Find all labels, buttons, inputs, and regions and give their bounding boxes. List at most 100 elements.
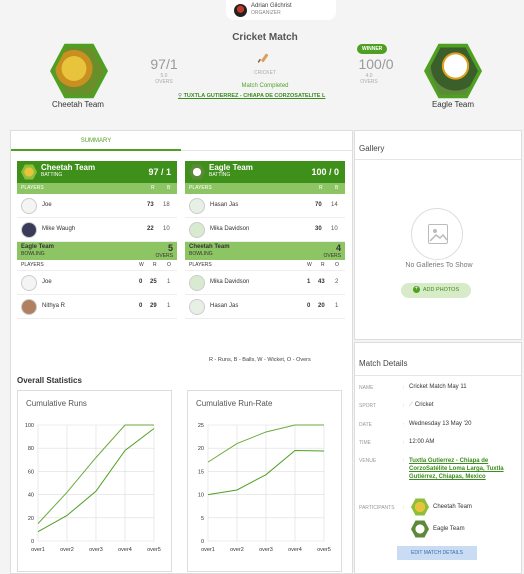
bowling-header: Eagle Team BOWLING 5 OVERS	[17, 242, 177, 260]
table-row[interactable]: Joe 0 25 1	[17, 271, 177, 295]
runs-value: 30	[315, 226, 322, 232]
tab-summary[interactable]: SUMMARY	[11, 131, 181, 151]
time-value: 12:00 AM	[409, 439, 435, 445]
players-label: PLAYERS	[21, 185, 44, 191]
wickets-value: 1	[307, 279, 311, 285]
x-tick-label: over3	[259, 547, 273, 553]
cricket-bat-icon: ⟋	[409, 402, 415, 408]
organizer-badge: Adrian Gilchrist ORGANIZER	[226, 0, 336, 20]
avatar	[21, 222, 37, 238]
bowling-status: BOWLING	[21, 251, 45, 257]
match-header: Cheetah Team 97/1 5.0 OVERS Cricket Matc…	[0, 20, 524, 125]
chart-title: Cumulative Run-Rate	[196, 399, 273, 408]
eagle-team-logo[interactable]	[424, 43, 482, 99]
add-photos-label: ADD PHOTOS	[422, 287, 460, 293]
y-tick-label: 0	[201, 539, 204, 545]
venue-link[interactable]: ⚲ TUXTLA GUTIERREZ - CHIAPA DE CORZOSATÉ…	[178, 93, 350, 99]
team-a-overs-label: OVERS	[155, 79, 173, 85]
batting-status: BATTING	[209, 172, 231, 178]
table-row[interactable]: Hasan Jas 70 14	[185, 194, 345, 218]
y-tick-label: 20	[198, 446, 204, 452]
wickets-value: 0	[307, 303, 311, 309]
y-tick-label: 20	[28, 516, 34, 522]
y-tick-label: 25	[198, 423, 204, 429]
bowling-overs-label: OVERS	[323, 253, 341, 259]
overs-value: 2	[335, 279, 339, 285]
batting-col-header: PLAYERS R B	[185, 183, 345, 194]
runs-value: 29	[150, 303, 157, 309]
runs-value: 20	[318, 303, 325, 309]
team-a-score: 97/1	[150, 56, 178, 72]
player-name: Hasan Jas	[210, 202, 239, 208]
col-o: O	[167, 262, 171, 268]
col-o: O	[335, 262, 339, 268]
participant-name[interactable]: Eagle Team	[433, 526, 465, 532]
player-name: Mike Waugh	[42, 226, 76, 232]
bowling-score: 4	[335, 243, 341, 253]
x-tick-label: over4	[288, 547, 302, 553]
batting-status: BATTING	[41, 172, 63, 178]
colon: :	[403, 458, 405, 464]
player-name: Mika Davidson	[210, 279, 250, 285]
team-a-name[interactable]: Cheetah Team	[52, 100, 104, 109]
y-tick-label: 10	[198, 493, 204, 499]
player-name: Mika Davidson	[210, 226, 250, 232]
avatar	[189, 222, 205, 238]
avatar	[21, 299, 37, 315]
series-line-1	[207, 450, 325, 496]
y-tick-label: 0	[31, 539, 34, 545]
table-row[interactable]: Nithya R 0 29 1	[17, 295, 177, 319]
col-w: W	[139, 262, 144, 268]
runs-value: 43	[318, 279, 325, 285]
plus-icon: +	[412, 286, 420, 294]
col-b: B	[167, 185, 171, 191]
batting-team-name: Eagle Team	[209, 163, 253, 172]
table-row[interactable]: Mika Davidson 30 10	[185, 218, 345, 242]
x-tick-label: over4	[118, 547, 132, 553]
wickets-value: 0	[139, 279, 143, 285]
match-status: Match Completed	[241, 83, 289, 89]
col-b: B	[335, 185, 339, 191]
players-label: PLAYERS	[189, 262, 212, 268]
venue-link[interactable]: Tuxtla Gutierrez - Chiapa de CorzoSatéli…	[409, 458, 504, 480]
x-tick-label: over3	[89, 547, 103, 553]
team-a-overs: 5.0	[160, 73, 168, 79]
cumulative-run-rate-chart: Cumulative Run-Rate 0 5 10 15 20 25 over1 over2…	[187, 390, 342, 572]
y-tick-label: 80	[28, 446, 34, 452]
table-row[interactable]: Mika Davidson 1 43 2	[185, 271, 345, 295]
bowling-header: Cheetah Team BOWLING 4 OVERS	[185, 242, 345, 260]
innings-1: Cheetah Team BATTING 97 / 1 PLAYERS R B …	[17, 161, 177, 319]
avatar	[189, 299, 205, 315]
cheetah-team-logo[interactable]	[50, 43, 108, 99]
batting-score: 97 / 1	[148, 167, 171, 177]
venue-text: TUXTLA GUTIERREZ - CHIAPA DE CORZOSATÉLI…	[183, 93, 326, 99]
sport-text: Cricket	[414, 402, 434, 408]
runs-value: 25	[150, 279, 157, 285]
table-row[interactable]: Mike Waugh 22 10	[17, 218, 177, 242]
sport-label: CRICKET	[254, 70, 276, 76]
col-r: R	[319, 185, 323, 191]
x-tick-label: over1	[31, 547, 45, 553]
colon: :	[403, 422, 405, 428]
table-row[interactable]: Joe 73 18	[17, 194, 177, 218]
edit-match-details-button[interactable]: EDIT MATCH DETAILS	[397, 546, 477, 560]
table-row[interactable]: Hasan Jas 0 20 1	[185, 295, 345, 319]
add-photos-button[interactable]: + ADD PHOTOS	[401, 283, 471, 298]
overs-value: 1	[167, 303, 171, 309]
winner-badge: WINNER	[357, 44, 388, 54]
players-label: PLAYERS	[189, 185, 212, 191]
balls-value: 18	[163, 202, 170, 208]
cheetah-team-icon	[411, 498, 429, 516]
cumulative-runs-chart: Cumulative Runs 0 20 40 60 80 100 over1 over2 ov…	[17, 390, 172, 572]
participant-name[interactable]: Cheetah Team	[433, 504, 472, 510]
match-details-card: Match Details NAME : Cricket Match May 1…	[354, 342, 522, 574]
summary-card: SUMMARY Cheetah Team BATTING 97 / 1 PLAY…	[10, 130, 353, 574]
player-name: Joe	[42, 202, 52, 208]
name-label: NAME	[359, 385, 374, 391]
col-r: R	[153, 262, 157, 268]
participants-label: PARTICIPANTS	[359, 505, 395, 511]
team-b-name[interactable]: Eagle Team	[431, 100, 475, 109]
team-b-score: 100/0	[358, 56, 394, 72]
runs-value: 70	[315, 202, 322, 208]
runs-value: 73	[147, 202, 154, 208]
